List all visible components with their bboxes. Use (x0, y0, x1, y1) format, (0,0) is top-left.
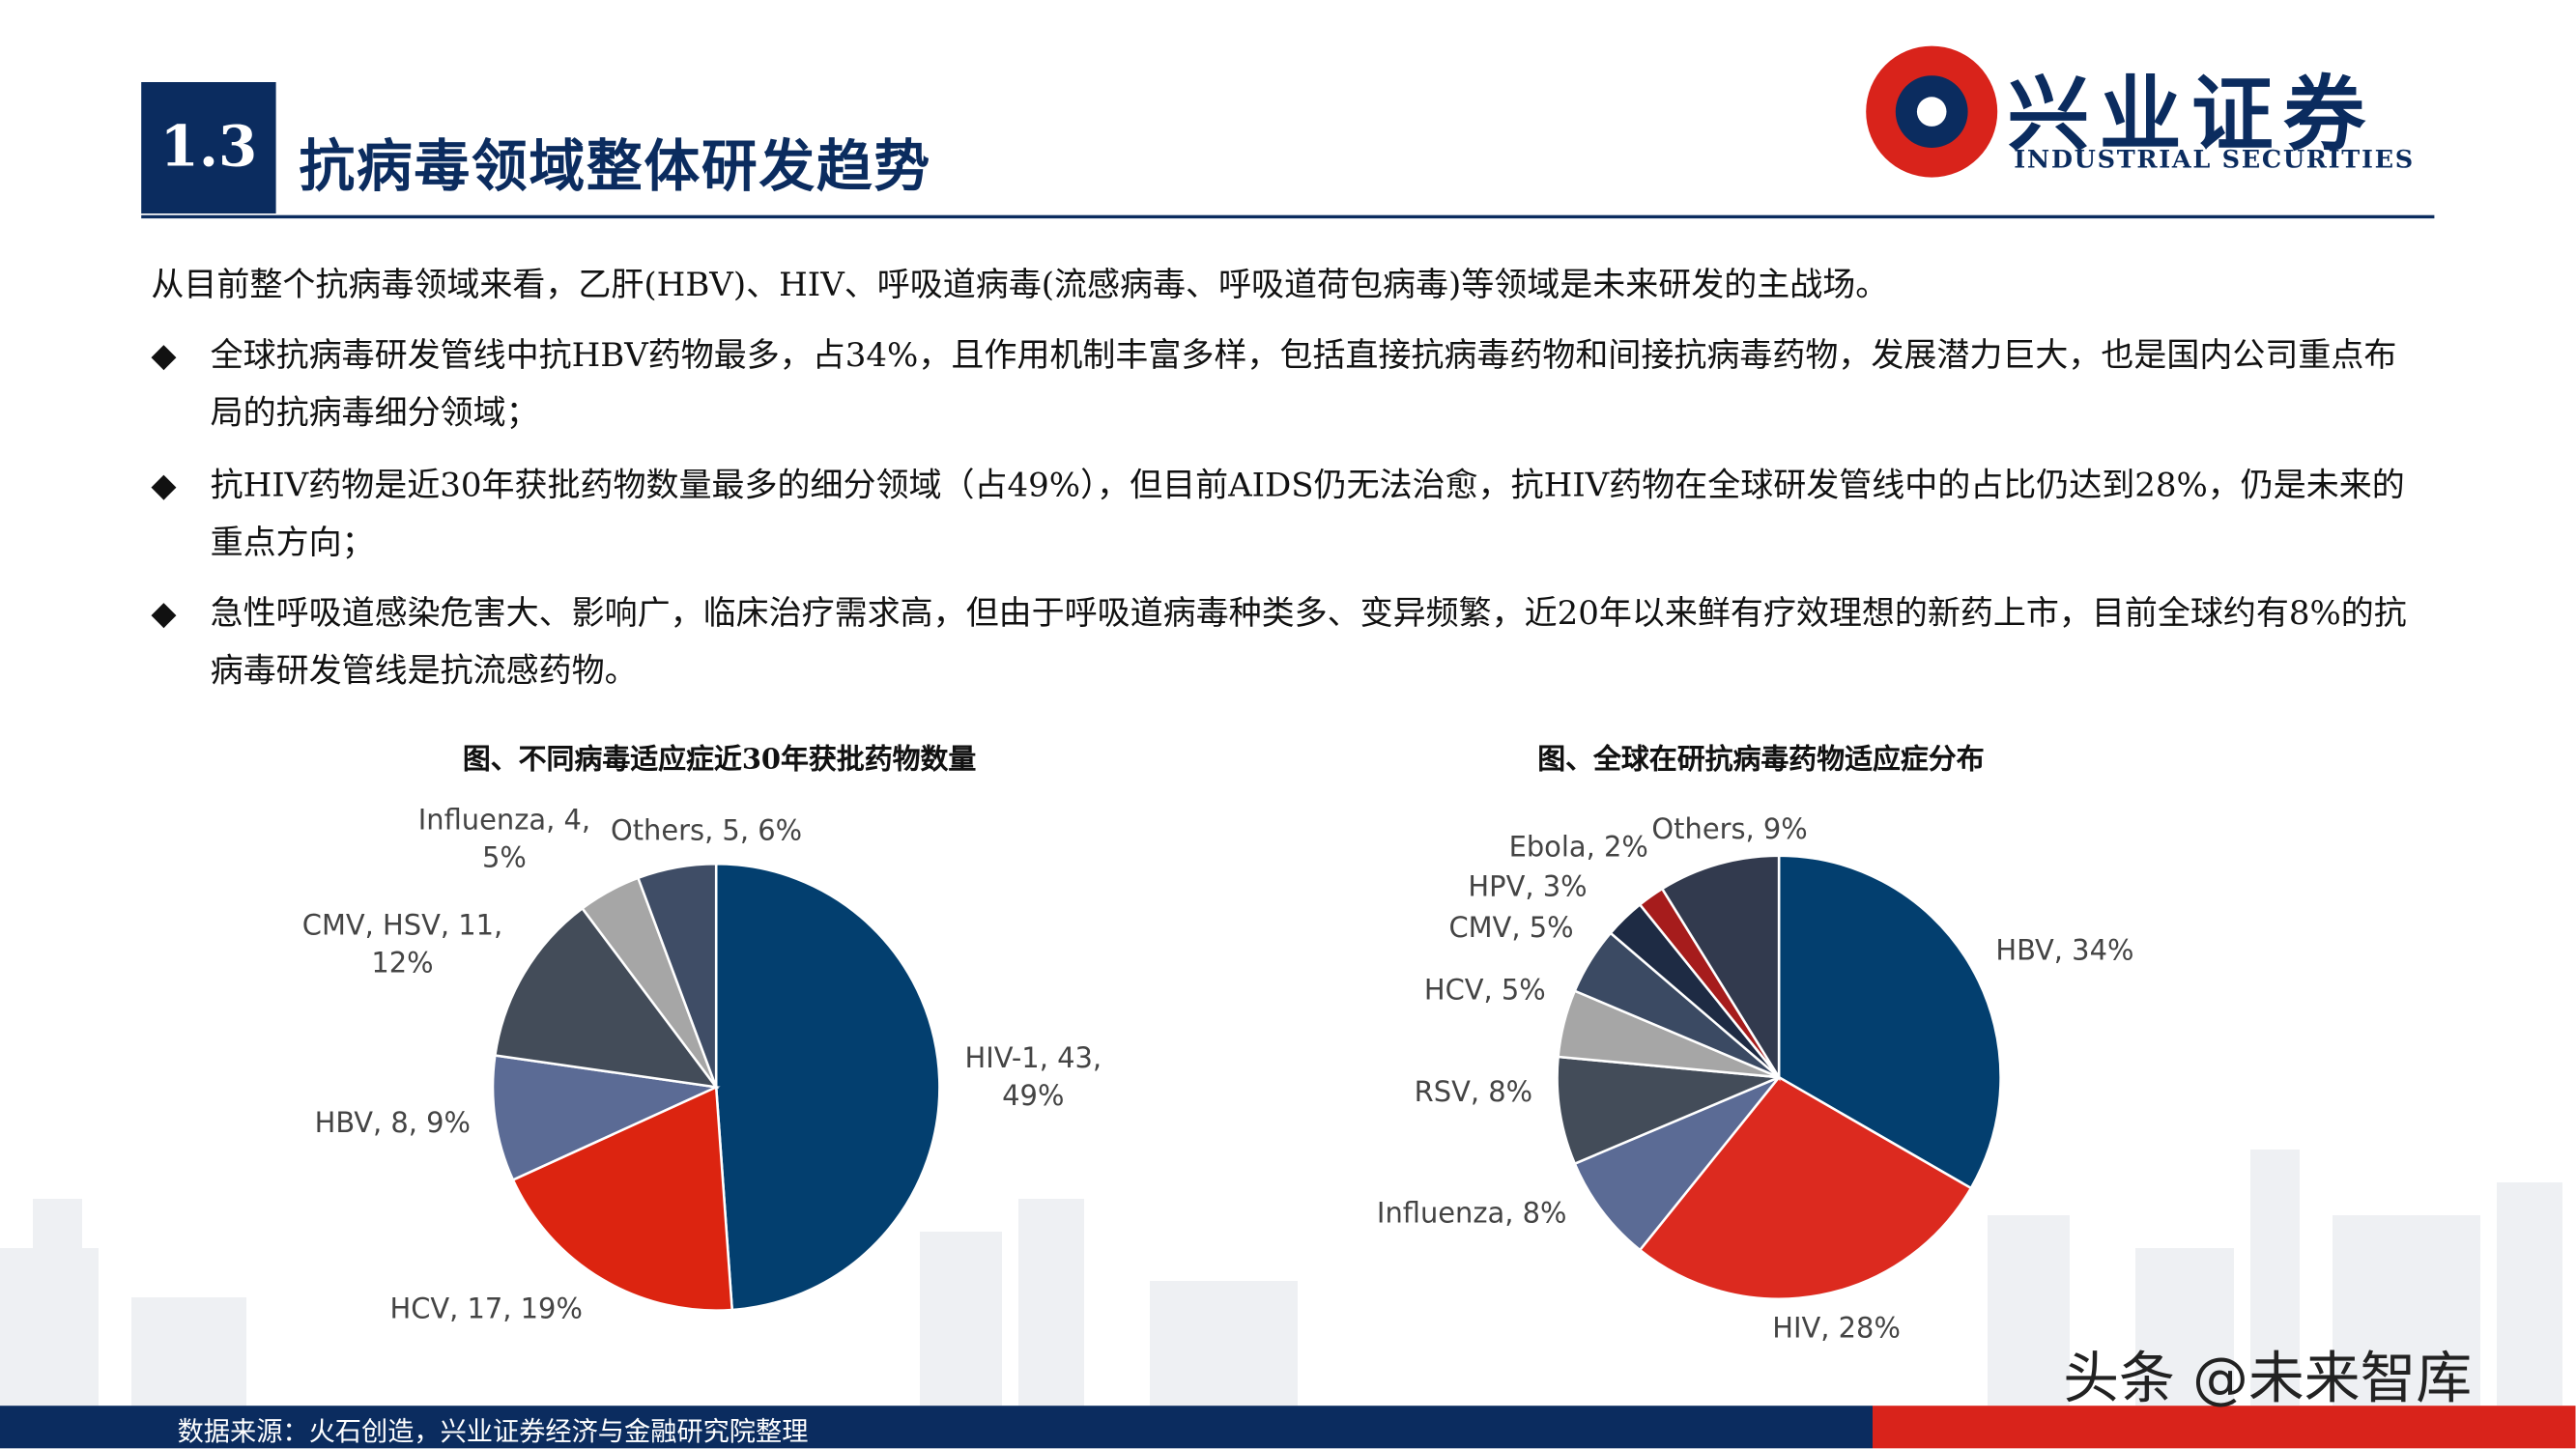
slice-label: HIV, 28% (1772, 1313, 1901, 1347)
pie-slice (493, 906, 720, 1090)
pie-slice (1660, 854, 1781, 1082)
pie-slice (491, 1054, 721, 1182)
pie-slice (511, 1085, 734, 1312)
bullet: 全球抗病毒研发管线中抗HBV药物最多，占34%，且作用机制丰富多样，包括直接抗病… (151, 327, 2428, 441)
pie-slice (1556, 1055, 1780, 1166)
slice-label: Ebola, 2% (1508, 832, 1648, 866)
pie-slice (1777, 854, 2002, 1190)
pie-slice (636, 862, 718, 1088)
footer-accent (1873, 1406, 2576, 1449)
slice-label: HBV, 34% (1995, 935, 2134, 969)
footer-bar (0, 1406, 1873, 1449)
chart-title: 图、不同病毒适应症近30年获批药物数量 (462, 744, 977, 778)
slice-label: Others, 5, 6% (610, 815, 803, 849)
watermark: 头条 @未来智库 (2063, 1347, 2473, 1412)
slice-label: Influenza, 8% (1376, 1198, 1567, 1232)
intro: 从目前整个抗病毒领域来看，乙肝(HBV)、HIV、呼吸道病毒(流感病毒、呼吸道荷… (151, 264, 1889, 304)
slide-title: 抗病毒领域整体研发趋势 (299, 134, 931, 201)
section-number: 1.3 (141, 82, 276, 213)
pie-slice (714, 862, 941, 1312)
slice-label: Influenza, 4, 5% (417, 805, 591, 876)
slice-label: CMV, 5% (1448, 912, 1574, 946)
chart-title: 图、全球在研抗病毒药物适应症分布 (1537, 744, 1985, 778)
slice-label: HIV-1, 43, 49% (964, 1042, 1102, 1114)
slice-label: HPV, 3% (1468, 870, 1588, 904)
slice-label: HCV, 5% (1423, 974, 1546, 1008)
logo-subtext: INDUSTRIAL SECURITIES (2014, 144, 2415, 175)
bullet: 抗HIV药物是近30年获批药物数量最多的细分领域（占49%），但目前AIDS仍无… (151, 457, 2428, 572)
logo-text: 兴业证券 (2007, 66, 2376, 163)
pie-slice (1573, 1076, 1781, 1252)
slice-label: RSV, 8% (1414, 1076, 1533, 1110)
header-rule (141, 214, 2435, 219)
slice-label: HCV, 17, 19% (389, 1293, 583, 1326)
pie-slice (1638, 1075, 1973, 1300)
slice-label: HBV, 8, 9% (314, 1107, 472, 1141)
source-note: 数据来源：火石创造，兴业证券经济与金融研究院整理 (177, 1415, 809, 1447)
bullet: 急性呼吸道感染危害大、影响广，临床治疗需求高，但由于呼吸道病毒种类多、变异频繁，… (151, 584, 2428, 699)
slice-label: Others, 9% (1651, 813, 1808, 847)
slice-label: CMV, HSV, 11, 12% (301, 909, 503, 980)
